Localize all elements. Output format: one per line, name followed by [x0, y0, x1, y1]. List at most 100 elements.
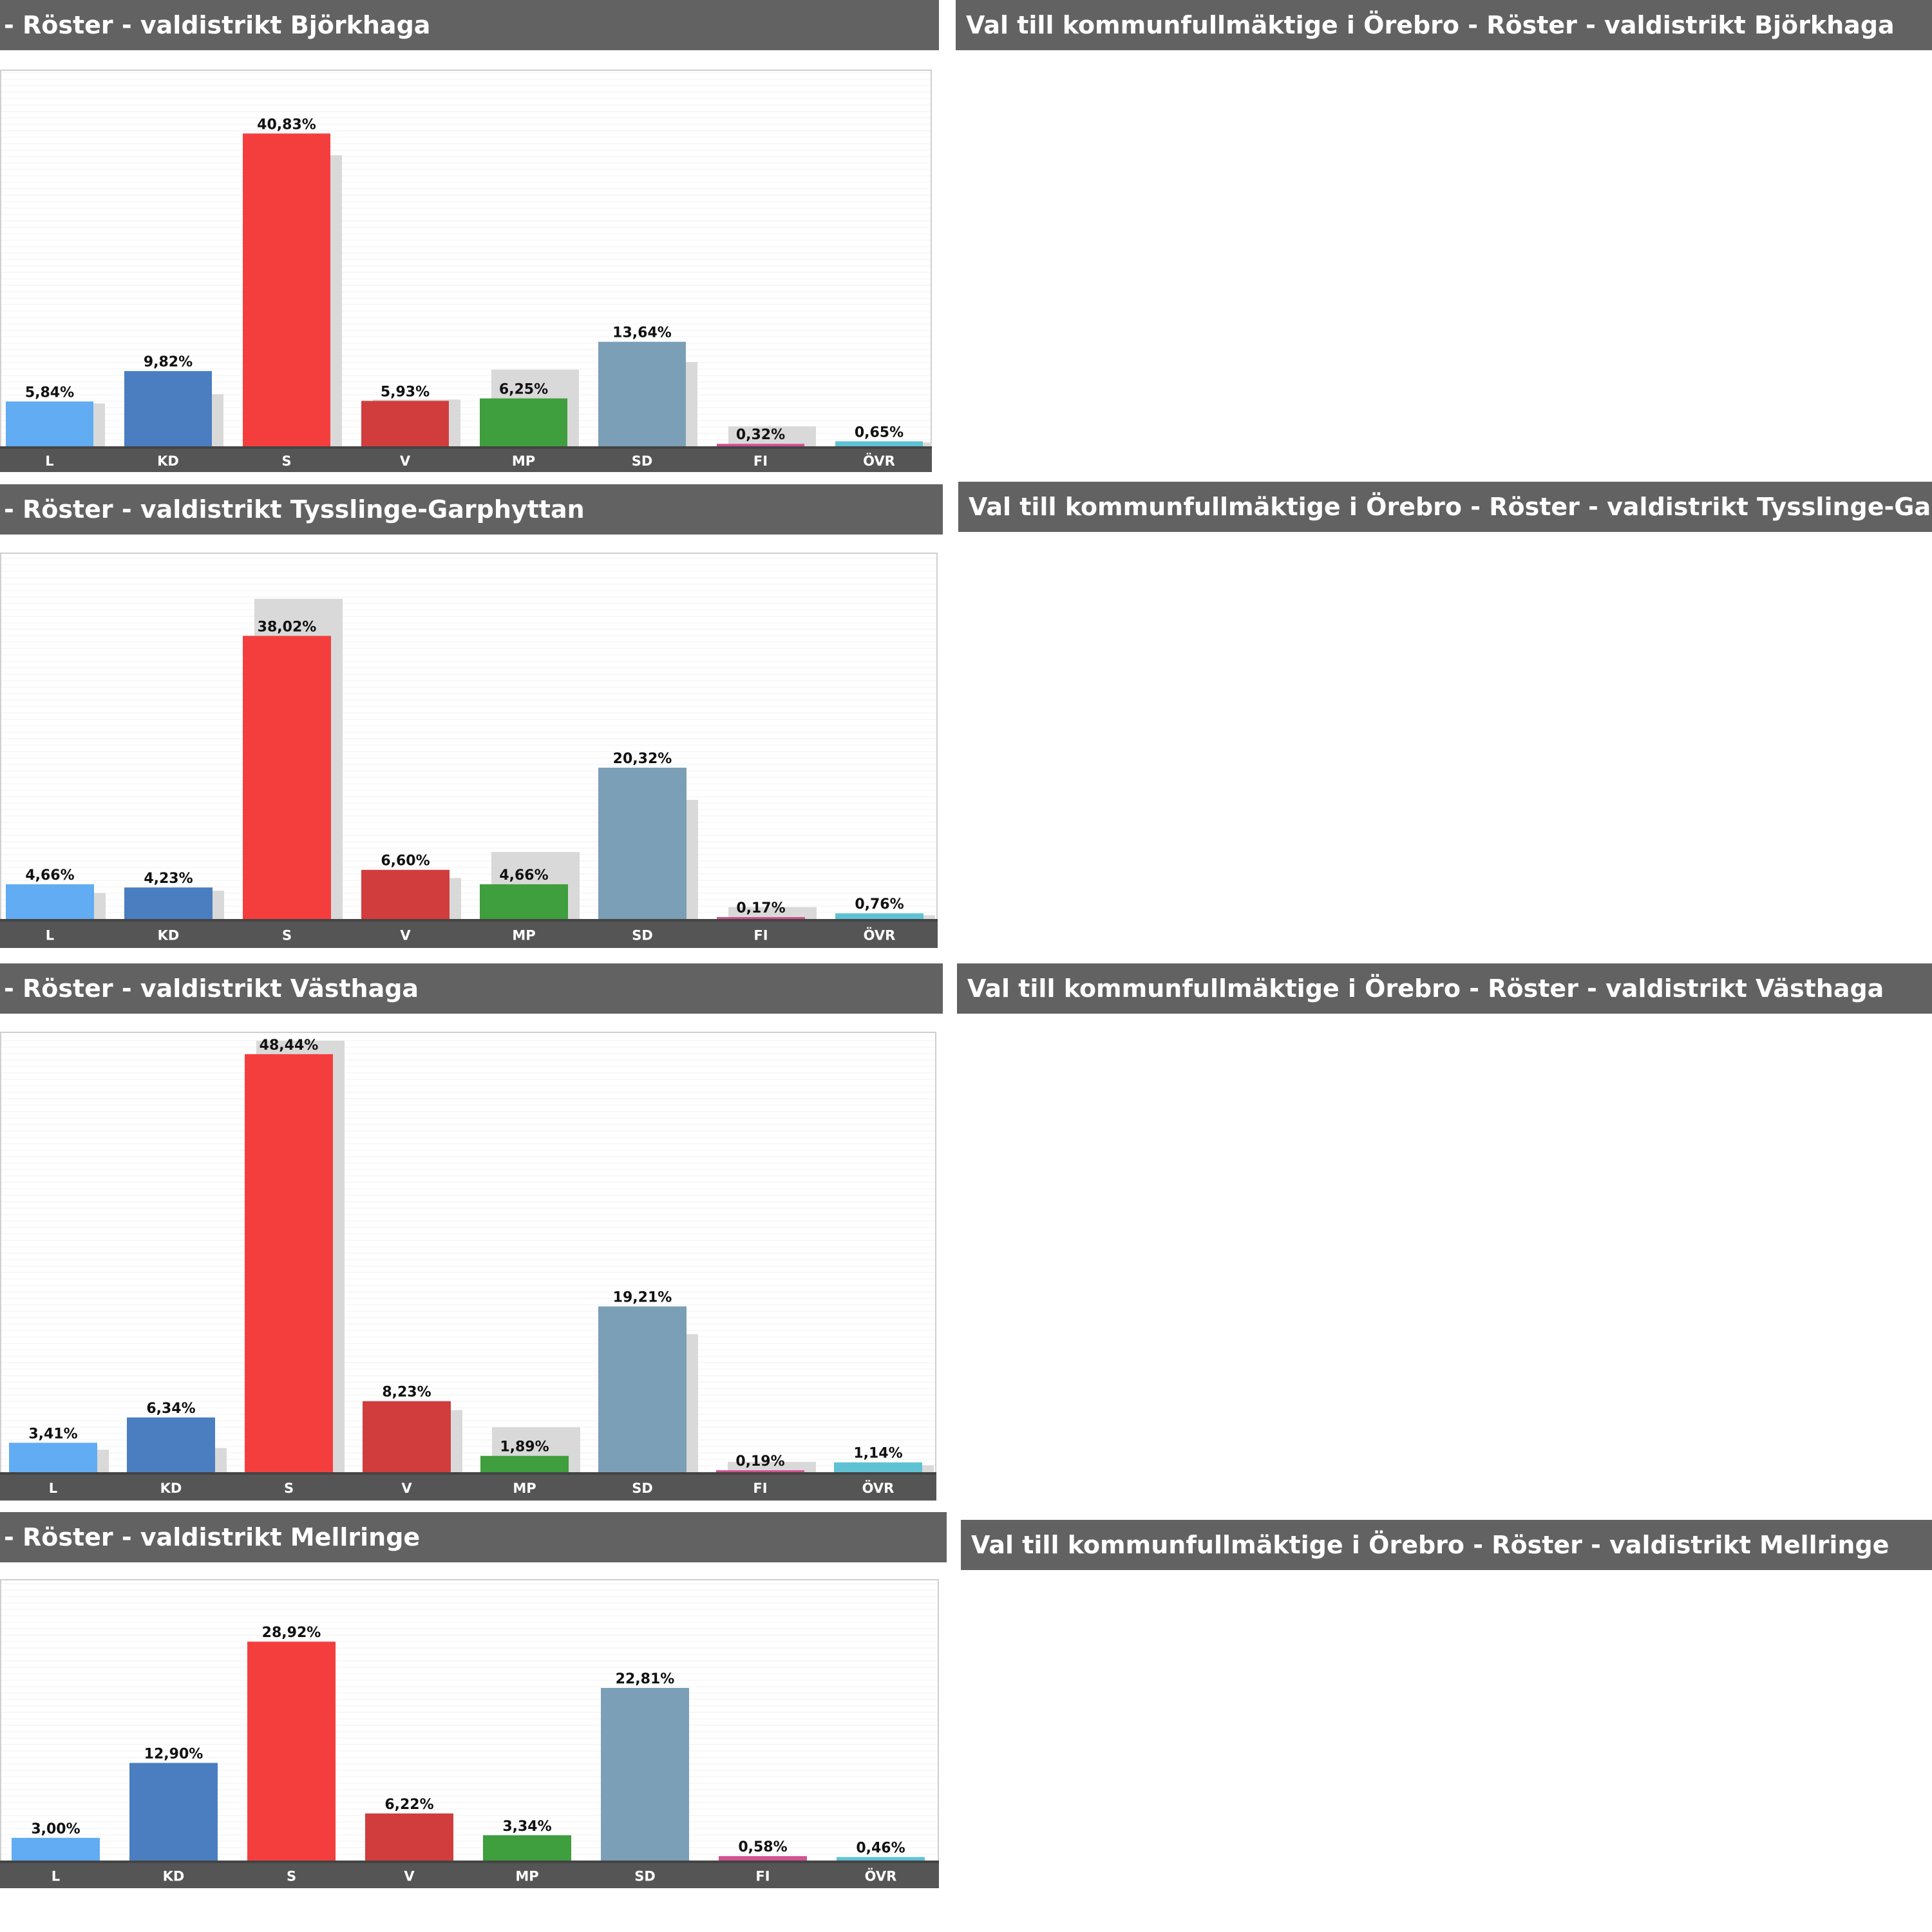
panel-title: Val till kommunfullmäktige i Örebro - Rö…	[956, 0, 1932, 50]
category-label-sd: SD	[634, 1869, 656, 1884]
panel-title: - Röster - valdistrikt Mellringe	[0, 1512, 947, 1562]
bar-kd	[124, 887, 213, 919]
bar-l	[9, 1443, 97, 1472]
value-label-sd: 20,32%	[613, 751, 672, 767]
value-label-fi: 0,32%	[736, 427, 785, 443]
category-label-ovr: ÖVR	[863, 453, 895, 469]
category-label-fi: FI	[753, 1481, 767, 1496]
bar-v	[363, 1401, 451, 1472]
category-label-kd: KD	[158, 928, 180, 943]
value-label-l: 3,41%	[28, 1426, 77, 1442]
category-label-v: V	[404, 1869, 415, 1884]
category-strip	[0, 449, 932, 472]
bar-sd	[598, 341, 686, 446]
bar-kd	[124, 371, 212, 446]
category-label-l: L	[49, 1481, 57, 1496]
category-label-kd: KD	[160, 1481, 182, 1496]
value-label-kd: 12,90%	[144, 1746, 204, 1762]
category-label-s: S	[282, 928, 292, 943]
bar-l	[6, 401, 93, 446]
previous-bar-fi	[728, 426, 816, 446]
x-axis-line	[0, 446, 932, 449]
value-label-sd: 13,64%	[612, 325, 672, 341]
category-label-l: L	[46, 928, 54, 943]
value-label-l: 4,66%	[25, 867, 74, 884]
value-label-ovr: 0,65%	[855, 424, 904, 440]
x-axis-line	[0, 1472, 936, 1475]
category-label-fi: FI	[753, 928, 768, 943]
panel-title: - Röster - valdistrikt Björkhaga	[0, 0, 939, 50]
category-label-mp: MP	[513, 1481, 536, 1496]
previous-bar-fi	[728, 907, 817, 919]
value-label-fi: 0,19%	[735, 1454, 784, 1470]
bar-s	[243, 133, 330, 446]
bar-mp	[480, 1455, 569, 1472]
bar-kd	[127, 1417, 215, 1472]
panel-title: Val till kommunfullmäktige i Örebro - Rö…	[958, 482, 1932, 532]
category-label-kd: KD	[157, 453, 179, 469]
category-label-s: S	[284, 1481, 294, 1496]
bar-v	[361, 401, 449, 446]
category-label-mp: MP	[512, 453, 535, 469]
bar-ovr	[837, 1857, 925, 1861]
panel-title: Val till kommunfullmäktige i Örebro - Rö…	[957, 963, 1932, 1014]
value-label-mp: 4,66%	[499, 867, 548, 884]
bar-mp	[483, 1835, 571, 1861]
bar-v	[365, 1813, 453, 1861]
bar-s	[245, 1054, 333, 1472]
bar-fi	[719, 1856, 807, 1861]
panel-title: - Röster - valdistrikt Västhaga	[0, 963, 943, 1014]
category-label-ovr: ÖVR	[862, 1480, 895, 1496]
x-axis-line	[0, 1861, 939, 1863]
chart-bjorkhaga-left: 5,84% 9,82% 40,83% 5,93% 6,25% 13,64% 0,32% 0,6…	[0, 70, 932, 472]
value-label-mp: 1,89%	[500, 1439, 549, 1455]
chart-tysslinge-left: 4,66% 4,23% 38,02% 6,60% 4,66% 20,32% 0,17% 0,7…	[0, 553, 938, 948]
value-label-v: 6,60%	[381, 853, 430, 869]
category-label-v: V	[400, 928, 411, 943]
value-label-fi: 0,58%	[738, 1839, 787, 1855]
value-label-fi: 0,17%	[736, 900, 785, 916]
bar-ovr	[834, 1462, 922, 1472]
previous-bar-fi	[728, 1461, 816, 1472]
category-label-l: L	[52, 1869, 60, 1884]
value-label-kd: 6,34%	[146, 1401, 195, 1417]
category-label-mp: MP	[515, 1869, 538, 1884]
value-label-kd: 4,23%	[144, 871, 193, 887]
value-label-s: 40,83%	[257, 117, 316, 133]
category-label-mp: MP	[512, 928, 535, 943]
category-label-kd: KD	[163, 1869, 185, 1884]
value-label-l: 5,84%	[25, 385, 74, 401]
category-label-l: L	[45, 453, 53, 469]
bar-fi	[717, 444, 804, 446]
category-label-fi: FI	[755, 1869, 770, 1884]
bar-mp	[480, 398, 567, 446]
bar-s	[247, 1642, 336, 1861]
x-axis-line	[0, 919, 938, 922]
bar-fi	[716, 1470, 804, 1472]
panel-title: - Röster - valdistrikt Tysslinge-Garphyt…	[0, 484, 943, 535]
value-label-mp: 3,34%	[502, 1819, 551, 1835]
value-label-sd: 22,81%	[616, 1671, 675, 1687]
bar-mp	[480, 884, 568, 919]
value-label-v: 6,22%	[384, 1797, 433, 1813]
category-label-v: V	[401, 1481, 412, 1496]
value-label-s: 38,02%	[258, 619, 317, 635]
panel-title: Val till kommunfullmäktige i Örebro - Rö…	[961, 1520, 1932, 1570]
bar-ovr	[835, 913, 923, 919]
category-label-sd: SD	[632, 453, 653, 469]
category-label-sd: SD	[632, 1481, 653, 1496]
category-strip	[0, 1475, 936, 1501]
chart-vasthaga-left: 3,41% 6,34% 48,44% 8,23% 1,89% 19,21% 0,19% 1,1…	[0, 1032, 936, 1501]
category-label-ovr: ÖVR	[864, 927, 896, 943]
bar-l	[6, 884, 94, 919]
bar-l	[12, 1837, 100, 1861]
value-label-kd: 9,82%	[144, 354, 193, 370]
bar-kd	[129, 1763, 218, 1861]
bar-ovr	[835, 441, 923, 446]
bar-fi	[717, 917, 805, 919]
value-label-v: 5,93%	[381, 384, 430, 400]
value-label-ovr: 0,76%	[855, 896, 904, 913]
category-strip	[0, 1863, 939, 1888]
category-label-ovr: ÖVR	[865, 1868, 897, 1884]
category-strip	[0, 922, 938, 948]
